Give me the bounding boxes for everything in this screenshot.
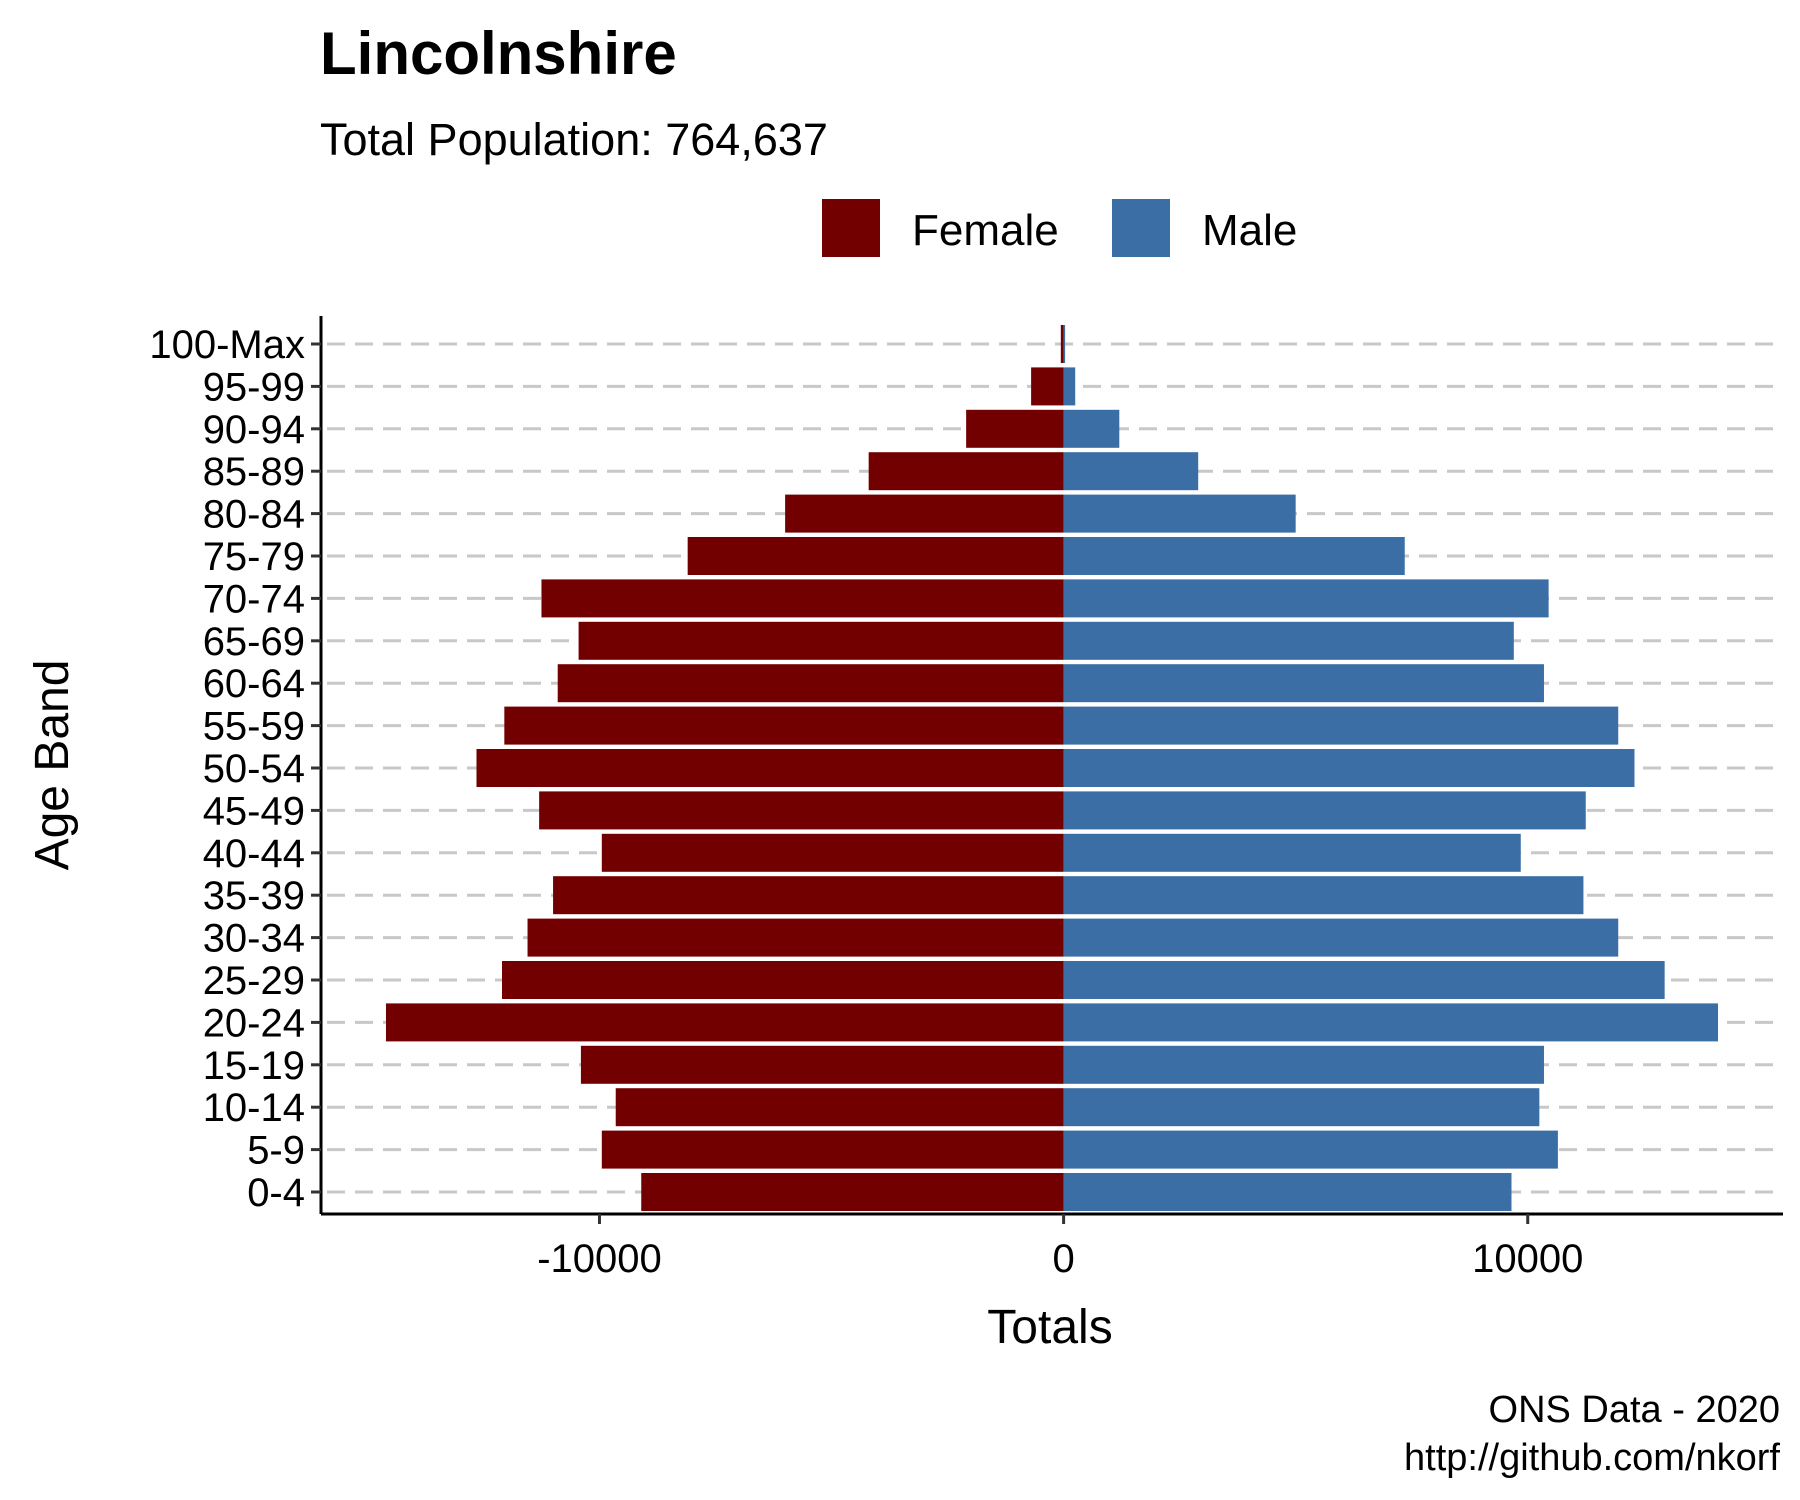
legend-swatch-female xyxy=(822,199,880,257)
bar-female-65-69 xyxy=(578,621,1064,660)
bar-male-100-Max xyxy=(1063,325,1066,363)
bar-female-35-39 xyxy=(553,876,1064,915)
y-tick-label-70-74: 70-74 xyxy=(203,577,305,621)
y-tick-label-45-49: 45-49 xyxy=(203,789,305,833)
legend-label-female: Female xyxy=(912,206,1059,255)
bar-male-45-49 xyxy=(1063,791,1586,830)
x-tick-label: 0 xyxy=(1052,1237,1074,1281)
bar-male-50-54 xyxy=(1063,749,1635,787)
bar-male-60-64 xyxy=(1063,664,1544,703)
chart-subtitle: Total Population: 764,637 xyxy=(320,114,828,165)
y-tick-label-95-99: 95-99 xyxy=(203,365,305,409)
y-tick-label-100-Max: 100-Max xyxy=(149,323,305,367)
bar-female-10-14 xyxy=(615,1088,1064,1127)
bar-female-30-34 xyxy=(527,918,1064,957)
caption-url: http://github.com/nkorf xyxy=(1404,1437,1780,1479)
y-tick-label-25-29: 25-29 xyxy=(203,959,305,1003)
bar-male-35-39 xyxy=(1063,876,1584,915)
caption-source: ONS Data - 2020 xyxy=(1489,1389,1780,1431)
bar-female-70-74 xyxy=(541,579,1064,618)
x-tick-label: 10000 xyxy=(1472,1237,1583,1281)
bar-female-25-29 xyxy=(502,961,1064,999)
y-tick-label-30-34: 30-34 xyxy=(203,917,305,961)
x-tick-labels: -10000 0 10000 xyxy=(537,1214,1583,1281)
bar-male-95-99 xyxy=(1063,367,1076,406)
bar-female-60-64 xyxy=(557,664,1064,703)
y-tick-label-65-69: 65-69 xyxy=(203,620,305,664)
y-tick-label-90-94: 90-94 xyxy=(203,408,305,452)
bar-male-25-29 xyxy=(1063,961,1665,999)
bar-female-0-4 xyxy=(641,1173,1064,1211)
y-axis-title: Age Band xyxy=(26,660,79,871)
bar-male-20-24 xyxy=(1063,1003,1719,1042)
bar-female-45-49 xyxy=(539,791,1064,830)
y-tick-label-5-9: 5-9 xyxy=(247,1129,305,1173)
bar-male-75-79 xyxy=(1063,537,1405,575)
y-tick-label-85-89: 85-89 xyxy=(203,450,305,494)
legend-swatch-male xyxy=(1112,199,1170,257)
y-tick-label-15-19: 15-19 xyxy=(203,1044,305,1088)
bar-male-40-44 xyxy=(1063,833,1521,872)
x-axis-title: Totals xyxy=(987,1301,1112,1354)
x-tick-label: -10000 xyxy=(537,1237,662,1281)
bar-male-55-59 xyxy=(1063,706,1619,745)
y-tick-label-35-39: 35-39 xyxy=(203,874,305,918)
y-tick-label-40-44: 40-44 xyxy=(203,832,305,876)
bar-female-55-59 xyxy=(504,706,1064,745)
y-tick-label-10-14: 10-14 xyxy=(203,1086,305,1130)
bar-male-90-94 xyxy=(1063,409,1120,448)
bar-female-95-99 xyxy=(1031,367,1064,406)
bar-female-20-24 xyxy=(385,1003,1064,1042)
bar-male-0-4 xyxy=(1063,1173,1512,1211)
bar-male-80-84 xyxy=(1063,494,1296,533)
bar-male-5-9 xyxy=(1063,1130,1558,1169)
y-tick-label-0-4: 0-4 xyxy=(247,1171,305,1215)
bar-male-70-74 xyxy=(1063,579,1549,618)
y-tick-label-75-79: 75-79 xyxy=(203,535,305,579)
y-tick-label-20-24: 20-24 xyxy=(203,1001,305,1045)
bar-male-15-19 xyxy=(1063,1045,1544,1084)
bar-male-10-14 xyxy=(1063,1088,1540,1127)
bar-male-30-34 xyxy=(1063,918,1619,957)
bar-female-75-79 xyxy=(687,537,1064,575)
bar-female-50-54 xyxy=(476,749,1064,787)
y-tick-label-60-64: 60-64 xyxy=(203,662,305,706)
y-tick-labels: 0-45-910-1415-1920-2425-2930-3435-3940-4… xyxy=(149,323,321,1215)
bar-male-65-69 xyxy=(1063,621,1514,660)
y-tick-label-50-54: 50-54 xyxy=(203,747,305,791)
bar-female-85-89 xyxy=(868,452,1064,491)
bar-female-100-Max xyxy=(1060,325,1064,363)
y-tick-label-80-84: 80-84 xyxy=(203,493,305,537)
legend-label-male: Male xyxy=(1202,206,1297,255)
bar-female-40-44 xyxy=(601,833,1064,872)
chart-title: Lincolnshire xyxy=(320,20,677,87)
y-tick-label-55-59: 55-59 xyxy=(203,705,305,749)
bar-female-90-94 xyxy=(966,409,1064,448)
bar-male-85-89 xyxy=(1063,452,1199,491)
bars xyxy=(385,325,1719,1211)
bar-female-80-84 xyxy=(785,494,1064,533)
legend: Female Male xyxy=(822,199,1297,257)
bar-female-5-9 xyxy=(601,1130,1064,1169)
bar-female-15-19 xyxy=(580,1045,1064,1084)
